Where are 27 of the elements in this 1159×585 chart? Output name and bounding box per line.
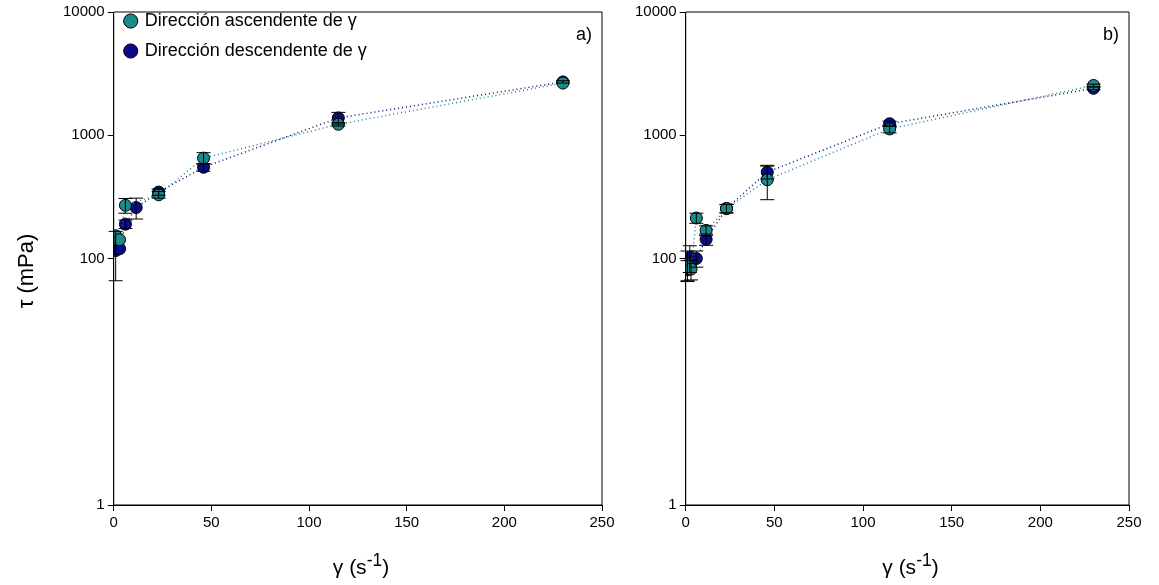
annotation: a) bbox=[575, 23, 592, 44]
x-tick-label: 0 bbox=[109, 513, 118, 531]
y-tick-label: 1 bbox=[96, 495, 105, 513]
x-axis-title: γ (s$^{-1}$) bbox=[881, 550, 940, 579]
y-tick-label: 1000 bbox=[643, 125, 677, 143]
x-tick-label: 100 bbox=[850, 513, 876, 531]
legend-label: Dirección descendente de γ bbox=[144, 39, 367, 60]
y-tick-label: 100 bbox=[79, 248, 105, 266]
y-tick-label: 10000 bbox=[62, 2, 105, 20]
x-tick-label: 250 bbox=[589, 513, 615, 531]
x-tick-label: 0 bbox=[681, 513, 690, 531]
y-tick-label: 100 bbox=[651, 248, 677, 266]
y-tick-label: 1000 bbox=[71, 125, 105, 143]
legend-label: Dirección ascendente de γ bbox=[144, 9, 357, 30]
x-tick-label: 150 bbox=[394, 513, 420, 531]
x-tick-label: 50 bbox=[203, 513, 220, 531]
x-tick-label: 100 bbox=[296, 513, 322, 531]
y-tick-label: 10000 bbox=[634, 2, 677, 20]
x-axis-title: γ (s$^{-1}$) bbox=[331, 550, 391, 579]
x-tick-label: 50 bbox=[766, 513, 783, 531]
x-tick-label: 200 bbox=[1027, 513, 1053, 531]
y-axis-title: τ (mPa) bbox=[13, 232, 39, 311]
x-tick-label: 250 bbox=[1116, 513, 1142, 531]
annotation: b) bbox=[1102, 23, 1119, 44]
y-tick-label: 1 bbox=[668, 495, 677, 513]
x-tick-label: 150 bbox=[939, 513, 965, 531]
x-tick-label: 200 bbox=[491, 513, 517, 531]
